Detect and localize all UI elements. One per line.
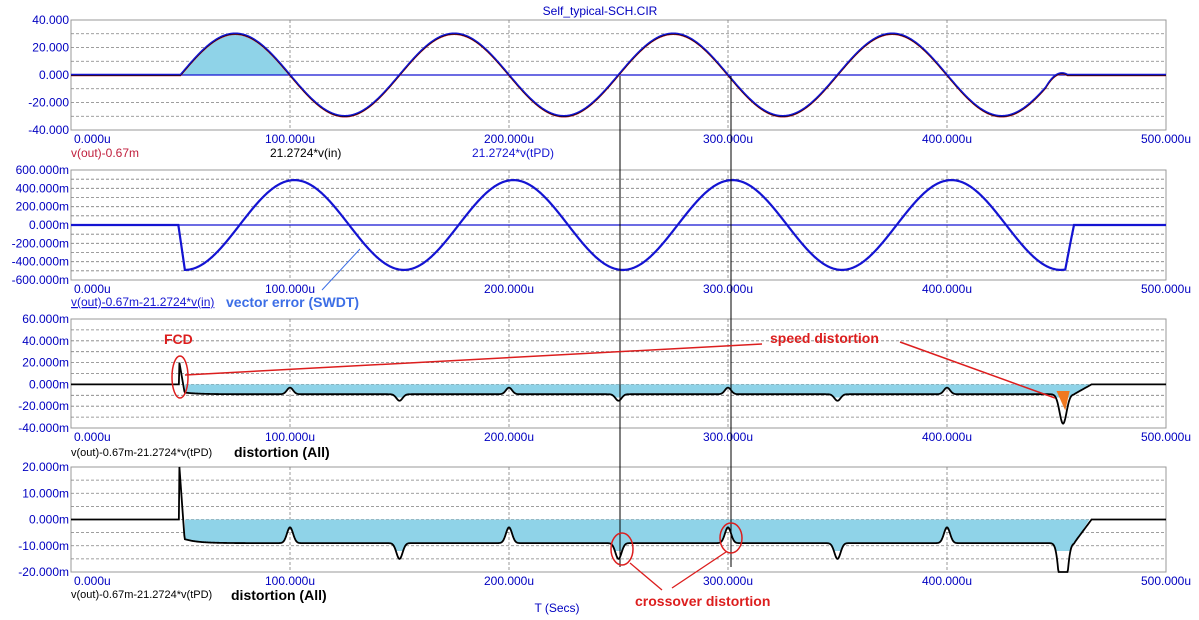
legend-label: v(out)-0.67m-21.2724*v(in) [71, 295, 214, 309]
series-line-1 [71, 466, 1166, 573]
annotation-distortion-all: distortion (All) [231, 587, 327, 603]
x-tick-label: 0.000u [74, 132, 111, 146]
x-tick-label: 300.000u [703, 132, 753, 146]
x-tick-label: 300.000u [703, 430, 753, 444]
y-tick-label: -20.000m [18, 565, 69, 579]
chart-panel-1: 40.000 20.000 0.000 -20.000 -40.000 0.000u 100… [28, 13, 1191, 160]
x-tick-label: 400.000u [922, 132, 972, 146]
x-tick-label: 200.000u [484, 282, 534, 296]
x-tick-label: 100.000u [265, 430, 315, 444]
x-tick-label: 100.000u [265, 574, 315, 588]
y-tick-label: 0.000m [29, 377, 69, 391]
y-tick-label: 0.000m [29, 513, 69, 527]
legend-label: 21.2724*v(tPD) [472, 146, 554, 160]
annotation-crossover-distortion: crossover distortion [635, 593, 770, 609]
pointer-line [184, 343, 763, 376]
x-tick-label: 100.000u [265, 132, 315, 146]
x-axis-title: T (Secs) [534, 601, 579, 615]
y-tick-label: 0.000 [39, 68, 69, 82]
legend-label: v(out)-0.67m-21.2724*v(tPD) [71, 589, 212, 601]
x-tick-label: 300.000u [703, 282, 753, 296]
annotation-vector-error: vector error (SWDT) [226, 294, 359, 310]
y-tick-label: 20.000 [32, 41, 69, 55]
chart-panel-3: 60.000m 40.000m 20.000m 0.000m -20.000m -40.0… [18, 312, 1191, 459]
chart-title: Self_typical-SCH.CIR [543, 4, 658, 18]
x-tick-label: 100.000u [265, 282, 315, 296]
pointer-line [629, 562, 663, 591]
y-tick-label: -20.000m [18, 399, 69, 413]
x-tick-label: 400.000u [922, 574, 972, 588]
y-tick-label: 40.000 [32, 13, 69, 27]
x-tick-label: 0.000u [74, 574, 111, 588]
legend-label: v(out)-0.67m-21.2724*v(tPD) [71, 447, 212, 459]
y-tick-label: -40.000m [18, 421, 69, 435]
y-tick-label: 600.000m [16, 163, 69, 177]
x-tick-label: 200.000u [484, 132, 534, 146]
x-tick-label: 0.000u [74, 282, 111, 296]
y-tick-label: -200.000m [12, 236, 69, 250]
x-tick-label: 500.000u [1141, 574, 1191, 588]
y-tick-label: 20.000m [22, 460, 69, 474]
y-tick-label: -10.000m [18, 539, 69, 553]
y-tick-label: -600.000m [12, 273, 69, 287]
pointer-line [671, 551, 727, 589]
y-tick-label: 40.000m [22, 334, 69, 348]
x-tick-label: 400.000u [922, 282, 972, 296]
series-line-1 [71, 178, 1166, 272]
x-tick-label: 500.000u [1141, 430, 1191, 444]
y-tick-label: 60.000m [22, 312, 69, 326]
chart-panel-4: 20.000m 10.000m 0.000m -10.000m -20.000m 0.00… [18, 460, 1191, 601]
y-tick-label: 10.000m [22, 486, 69, 500]
legend-label: v(out)-0.67m [71, 146, 139, 160]
end-spike-fill [1056, 390, 1070, 411]
x-tick-label: 400.000u [922, 430, 972, 444]
x-tick-label: 0.000u [74, 430, 111, 444]
x-tick-label: 200.000u [484, 574, 534, 588]
annotation-distortion-all: distortion (All) [234, 444, 330, 460]
annotation-fcd: FCD [164, 331, 193, 347]
y-tick-label: -400.000m [12, 255, 69, 269]
x-tick-label: 300.000u [703, 574, 753, 588]
chart-panel-2: 600.000m 400.000m 200.000m 0.000m -200.000m -… [12, 163, 1191, 309]
annotation-speed-distortion: speed distortion [770, 330, 879, 346]
y-tick-label: 0.000m [29, 218, 69, 232]
x-tick-label: 500.000u [1141, 282, 1191, 296]
area-fill [180, 33, 290, 75]
x-tick-label: 500.000u [1141, 132, 1191, 146]
y-tick-label: -40.000 [28, 123, 69, 137]
crossover-circle [610, 532, 634, 566]
x-tick-label: 200.000u [484, 430, 534, 444]
series-line-3 [71, 32, 1166, 117]
crossover-circle [719, 522, 743, 554]
legend-label: 21.2724*v(in) [270, 146, 341, 160]
pointer-line [321, 248, 361, 291]
series-line-1 [71, 362, 1166, 425]
y-tick-label: 20.000m [22, 356, 69, 370]
fcd-circle [171, 355, 189, 399]
y-tick-label: -20.000 [28, 96, 69, 110]
pointer-line [899, 341, 1056, 399]
y-tick-label: 400.000m [16, 181, 69, 195]
y-tick-label: 200.000m [16, 200, 69, 214]
